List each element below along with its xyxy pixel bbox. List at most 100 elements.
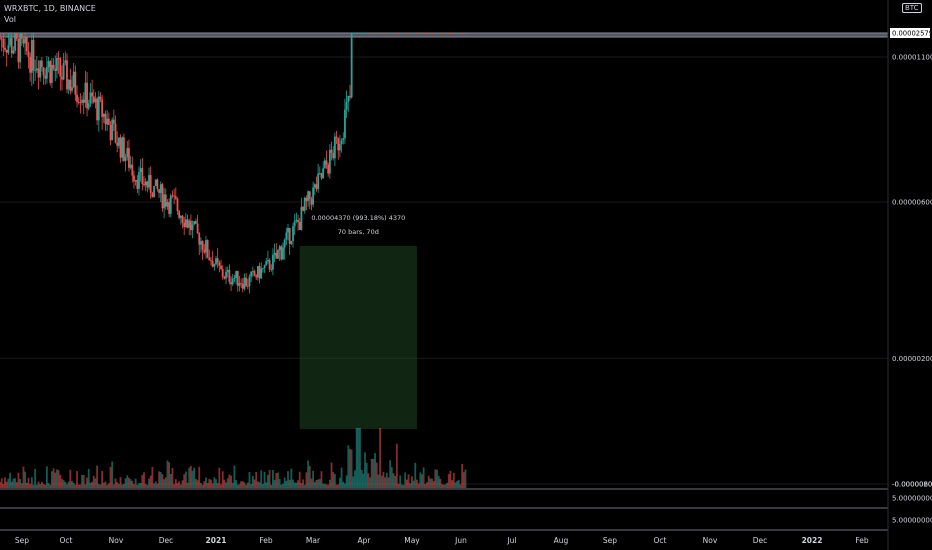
volume-bar-48 [79,484,82,488]
volume-bar-105 [174,479,177,488]
candle-70 [116,131,119,153]
volume-bar-185 [308,465,311,488]
volume-bar-180 [300,482,303,488]
volume-bar-129 [215,479,217,488]
candle-24 [39,59,42,82]
volume-bar-0 [0,481,1,488]
candle-31 [51,58,53,89]
volume-bar-65 [107,483,110,488]
volume-bar-130 [216,483,219,488]
candle-28 [45,55,48,84]
candle-62 [102,113,105,123]
candle-67 [111,117,114,141]
candle-262 [437,33,440,34]
candle-36 [59,56,62,91]
candle-200 [333,132,336,166]
candle-38 [62,52,65,81]
volume-bar-86 [143,472,145,488]
volume-bar-6 [9,472,11,488]
volume-bar-74 [123,484,125,488]
candle-32 [52,58,55,71]
candle-50 [82,92,85,115]
candle-172 [287,224,289,241]
volume-bar-34 [56,469,58,488]
candle-14 [22,37,25,48]
x-tick-2: Nov [109,536,124,545]
candle-94 [156,178,159,192]
candle-192 [320,172,323,180]
x-tick-3: Dec [159,536,174,545]
candle-275 [459,33,462,34]
volume-bar-147 [245,484,248,488]
candle-120 [200,237,202,253]
volume-bar-132 [220,484,222,488]
candle-22 [35,56,38,73]
candle-165 [275,243,278,259]
candle-184 [307,190,309,207]
volume-bar-37 [61,478,63,488]
volume-bar-87 [144,483,147,488]
volume-bar-211 [352,476,355,488]
x-tick-1: Oct [60,536,73,545]
volume-bar-167 [278,479,281,488]
candle-131 [218,260,221,273]
volume-bar-238 [397,483,400,488]
volume-bar-41 [67,481,70,488]
candle-255 [426,33,428,34]
volume-bar-278 [464,469,467,488]
candle-146 [243,273,246,291]
candle-188 [313,183,316,195]
candle-13 [20,33,23,46]
candle-241 [402,33,405,34]
price-axis[interactable]: 0.000120000.000110000.000100000.00008000… [887,0,932,550]
candle-27 [44,68,47,85]
volume-bar-113 [188,467,191,488]
candle-118 [196,214,199,234]
candle-150 [250,271,253,282]
candle-5 [7,33,10,56]
candle-170 [283,238,286,260]
candle-252 [421,33,423,34]
volume-bar-4 [5,481,8,488]
volume-bar-82 [136,484,139,488]
volume-bar-251 [419,472,422,488]
candle-8 [12,46,15,55]
volume-bar-46 [76,471,78,488]
candle-11 [17,38,20,69]
candle-140 [233,274,236,283]
currency-badge[interactable]: BTC [902,3,922,13]
candle-230 [384,33,387,34]
candle-187 [312,181,315,208]
volume-bar-166 [277,472,279,488]
volume-bar-124 [206,483,209,488]
volume-bar-165 [275,473,278,488]
candle-80 [133,170,135,189]
candle-256 [427,33,430,34]
volume-bar-223 [372,458,375,488]
candle-168 [280,244,283,261]
grid-lines [0,32,888,485]
volume-bar-8 [12,478,15,488]
candle-276 [461,33,464,34]
candle-16 [25,36,28,56]
candle-181 [302,205,304,212]
candle-229 [382,33,385,34]
volume-bar-112 [186,482,189,488]
candle-1 [0,37,3,52]
volume-bar-50 [82,474,85,488]
candle-100 [166,199,169,210]
x-tick-9: Jun [454,536,467,545]
candle-221 [369,33,371,34]
volume-bar-52 [86,477,88,488]
lower-tick-0: 5.00000000 [892,495,932,503]
candle-42 [69,68,72,95]
candle-218 [364,33,366,34]
volume-bar-189 [315,479,318,488]
candle-248 [414,33,417,34]
volume-bar-18 [29,483,32,488]
volume-bar-199 [332,472,335,488]
volume-bar-53 [87,469,90,488]
volume-bar-148 [246,482,249,488]
time-axis[interactable]: Sep Oct Nov Dec 2021 Feb Mar Apr May Jun Jul Aug Sep… [15,536,869,545]
